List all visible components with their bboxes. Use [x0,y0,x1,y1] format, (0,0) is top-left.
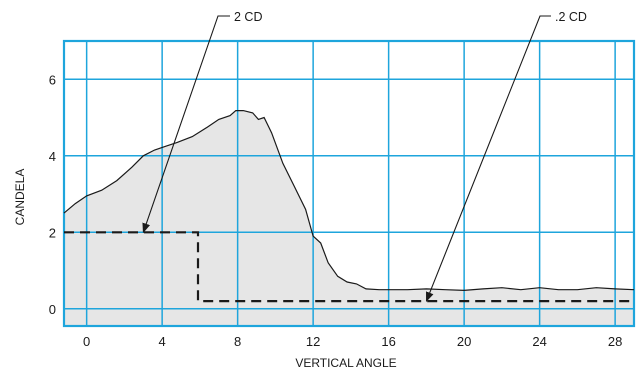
x-tick-label: 4 [159,334,166,349]
area-fill-layer [64,110,634,326]
candela-area-fill [64,110,634,326]
series-layer [63,110,635,303]
callouts: 2 CD .2 CD [142,10,587,303]
callout-label: 2 CD [234,10,262,24]
callout-label: .2 CD [555,10,587,24]
threshold-step-line [64,231,634,303]
x-tick-label: 16 [381,334,395,349]
y-tick-label: 4 [49,149,56,164]
y-tick-label: 6 [49,72,56,87]
candela-curve [63,110,635,292]
y-tick-label: 2 [49,225,56,240]
x-tick-label: 24 [532,334,546,349]
x-axis-title: VERTICAL ANGLE [295,356,396,370]
x-tick-label: 8 [234,334,241,349]
callout-leader [142,15,230,234]
x-tick-label: 20 [457,334,471,349]
grid-layer [62,39,636,328]
x-tick-label: 0 [83,334,90,349]
plot-frame [62,39,636,328]
y-axis-title: CANDELA [13,169,27,226]
x-tick-label: 28 [608,334,622,349]
x-tick-label: 12 [306,334,320,349]
y-tick-label: 0 [49,302,56,317]
callout-leader [425,15,551,303]
